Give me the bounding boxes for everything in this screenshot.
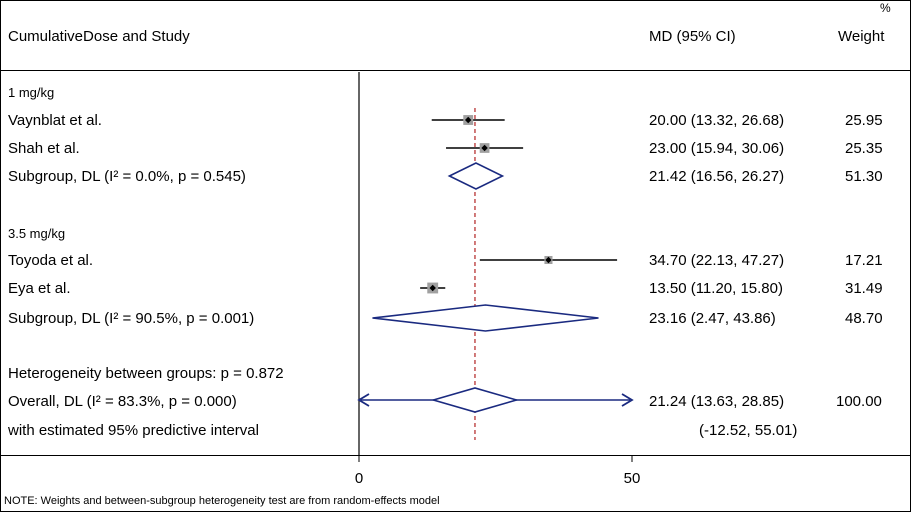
predictive-ci-text: (-12.52, 55.01) bbox=[699, 422, 798, 439]
study-weight: 25.95 bbox=[845, 112, 883, 129]
study-point bbox=[545, 256, 552, 264]
study-ci-text: 13.50 (11.20, 15.80) bbox=[649, 280, 783, 297]
predictive-right-arrow bbox=[621, 393, 634, 407]
axis-rule bbox=[0, 455, 911, 456]
subgroup-diamond bbox=[447, 162, 505, 190]
overall-label: Overall, DL (I² = 83.3%, p = 0.000) bbox=[8, 393, 237, 410]
subgroup-weight: 51.30 bbox=[845, 168, 883, 185]
study-name: Vaynblat et al. bbox=[8, 112, 102, 129]
study-ci-text: 34.70 (22.13, 47.27) bbox=[649, 252, 785, 269]
study-name: Toyoda et al. bbox=[8, 252, 94, 269]
header-rule bbox=[0, 70, 911, 71]
overall-weight: 100.00 bbox=[836, 393, 882, 410]
md-column-header: MD (95% CI) bbox=[649, 28, 736, 45]
subgroup-ci-text: 23.16 (2.47, 43.86) bbox=[649, 310, 776, 327]
study-name: Shah et al. bbox=[8, 140, 80, 157]
subgroup-label: Subgroup, DL (I² = 90.5%, p = 0.001) bbox=[8, 310, 255, 327]
study-ci-text: 20.00 (13.32, 26.68) bbox=[649, 112, 785, 129]
study-column-header: CumulativeDose and Study bbox=[8, 28, 190, 45]
study-ci-text: 23.00 (15.94, 30.06) bbox=[649, 140, 785, 157]
footnote: NOTE: Weights and between-subgroup heter… bbox=[4, 495, 440, 507]
subgroup-weight: 48.70 bbox=[845, 310, 883, 327]
study-weight: 25.35 bbox=[845, 140, 883, 157]
study-point bbox=[429, 284, 436, 292]
group-label: 1 mg/kg bbox=[8, 85, 55, 100]
predictive-left-arrow bbox=[357, 393, 370, 407]
overall-diamond bbox=[430, 387, 520, 413]
subgroup-diamond bbox=[372, 304, 599, 332]
subgroup-label: Subgroup, DL (I² = 0.0%, p = 0.545) bbox=[8, 168, 246, 185]
study-point bbox=[481, 144, 488, 152]
study-weight: 17.21 bbox=[845, 252, 883, 269]
study-name: Eya et al. bbox=[8, 280, 71, 297]
subgroup-ci-text: 21.42 (16.56, 26.27) bbox=[649, 168, 785, 185]
x-tick-label: 50 bbox=[624, 470, 641, 487]
study-weight: 31.49 bbox=[845, 280, 883, 297]
x-tick-label: 0 bbox=[355, 470, 363, 487]
overall-ci-text: 21.24 (13.63, 28.85) bbox=[649, 393, 785, 410]
heterogeneity-label: Heterogeneity between groups: p = 0.872 bbox=[8, 365, 284, 382]
weight-percent-label: % bbox=[880, 1, 891, 15]
group-label: 3.5 mg/kg bbox=[8, 226, 66, 241]
weight-column-header: Weight bbox=[838, 28, 885, 45]
study-point bbox=[465, 116, 472, 124]
predictive-label: with estimated 95% predictive interval bbox=[8, 422, 259, 439]
